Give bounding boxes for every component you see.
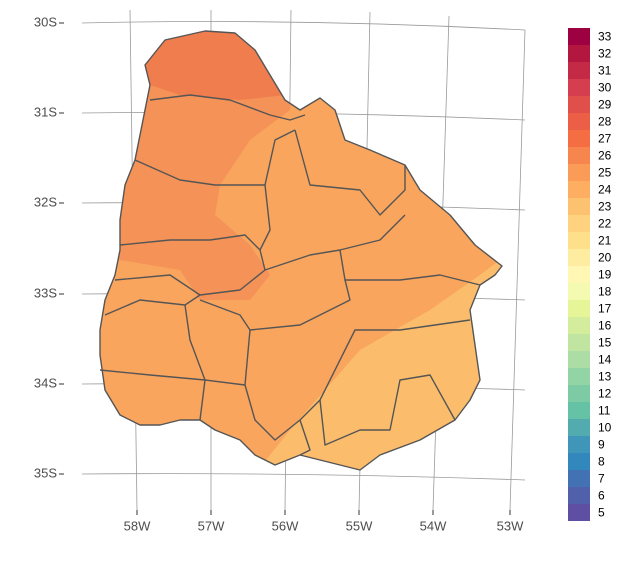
lat-label: 32S xyxy=(34,194,57,209)
legend-label: 28 xyxy=(598,115,612,129)
legend-swatch xyxy=(568,283,590,300)
legend-label: 13 xyxy=(598,370,612,384)
grid-line xyxy=(81,21,526,31)
legend-label: 32 xyxy=(598,47,612,61)
department-border xyxy=(259,184,271,251)
legend-swatch xyxy=(568,113,590,130)
department-border xyxy=(299,419,311,456)
department-border xyxy=(184,304,206,421)
legend-label: 10 xyxy=(598,421,612,435)
department-border xyxy=(149,94,306,121)
lon-label: 56W xyxy=(272,518,299,533)
legend-swatch xyxy=(568,96,590,113)
legend-label: 33 xyxy=(598,30,612,44)
legend-label: 19 xyxy=(598,268,612,282)
legend-swatch xyxy=(568,164,590,181)
department-border xyxy=(119,234,266,271)
legend-swatch xyxy=(568,436,590,453)
lat-label: 34S xyxy=(34,375,57,390)
legend-swatch xyxy=(568,147,590,164)
legend-label: 22 xyxy=(598,217,612,231)
legend-label: 24 xyxy=(598,183,612,197)
legend-label: 31 xyxy=(598,64,612,78)
lon-label: 54W xyxy=(420,518,447,533)
department-borders xyxy=(99,94,481,456)
legend-swatch xyxy=(568,45,590,62)
legend-swatch xyxy=(568,79,590,96)
legend-swatch xyxy=(568,181,590,198)
legend-label: 20 xyxy=(598,251,612,265)
department-border xyxy=(134,129,296,186)
department-border xyxy=(294,129,406,216)
legend-label: 8 xyxy=(598,455,605,469)
department-border xyxy=(319,374,456,446)
lat-label: 30S xyxy=(34,14,57,29)
legend-swatch xyxy=(568,402,590,419)
lon-label: 57W xyxy=(198,518,225,533)
legend-label: 27 xyxy=(598,132,612,146)
legend-label: 5 xyxy=(598,506,605,520)
legend-swatch xyxy=(568,198,590,215)
legend-label: 23 xyxy=(598,200,612,214)
legend-label: 18 xyxy=(598,285,612,299)
legend-label: 6 xyxy=(598,489,605,503)
legend-label: 15 xyxy=(598,336,612,350)
legend-label: 16 xyxy=(598,319,612,333)
legend: 33 32 31 30 29 28 27 26 25 24 23 22 21 20 19 18 17 16 15 14… xyxy=(568,28,612,521)
lon-label: 53W xyxy=(497,518,524,533)
legend-swatch xyxy=(568,419,590,436)
lat-label: 31S xyxy=(34,104,57,119)
legend-label: 29 xyxy=(598,98,612,112)
legend-swatch xyxy=(568,334,590,351)
legend-label: 30 xyxy=(598,81,612,95)
legend-label: 7 xyxy=(598,472,605,486)
lat-label: 35S xyxy=(34,465,57,480)
legend-label: 11 xyxy=(598,404,611,418)
legend-swatch xyxy=(568,470,590,487)
axis-labels: 30S 31S 32S 33S 34S 35S 58W 57W 56W 55W 54W 53W xyxy=(34,14,524,533)
legend-swatch xyxy=(568,453,590,470)
department-border xyxy=(339,249,481,286)
legend-swatch xyxy=(568,504,590,521)
legend-swatch xyxy=(568,266,590,283)
legend-swatch xyxy=(568,232,590,249)
legend-label: 9 xyxy=(598,438,605,452)
lat-label: 33S xyxy=(34,285,57,300)
department-border xyxy=(249,279,351,331)
legend-swatch xyxy=(568,385,590,402)
grid-line xyxy=(509,29,526,511)
lon-label: 55W xyxy=(346,518,373,533)
legend-label: 17 xyxy=(598,302,612,316)
legend-label: 14 xyxy=(598,353,612,367)
legend-swatch xyxy=(568,130,590,147)
legend-label: 26 xyxy=(598,149,612,163)
department-border xyxy=(104,294,201,316)
legend-swatch xyxy=(568,300,590,317)
department-border xyxy=(244,319,471,441)
legend-swatch xyxy=(568,249,590,266)
department-border xyxy=(114,214,406,296)
legend-label: 12 xyxy=(598,387,612,401)
legend-swatch xyxy=(568,215,590,232)
grid-line xyxy=(81,473,526,481)
legend-label: 25 xyxy=(598,166,612,180)
legend-swatch xyxy=(568,28,590,45)
lon-label: 58W xyxy=(124,518,151,533)
legend-swatch xyxy=(568,351,590,368)
legend-label: 21 xyxy=(598,234,612,248)
legend-swatch xyxy=(568,317,590,334)
legend-swatch xyxy=(568,62,590,79)
legend-swatch xyxy=(568,487,590,504)
legend-swatch xyxy=(568,368,590,385)
